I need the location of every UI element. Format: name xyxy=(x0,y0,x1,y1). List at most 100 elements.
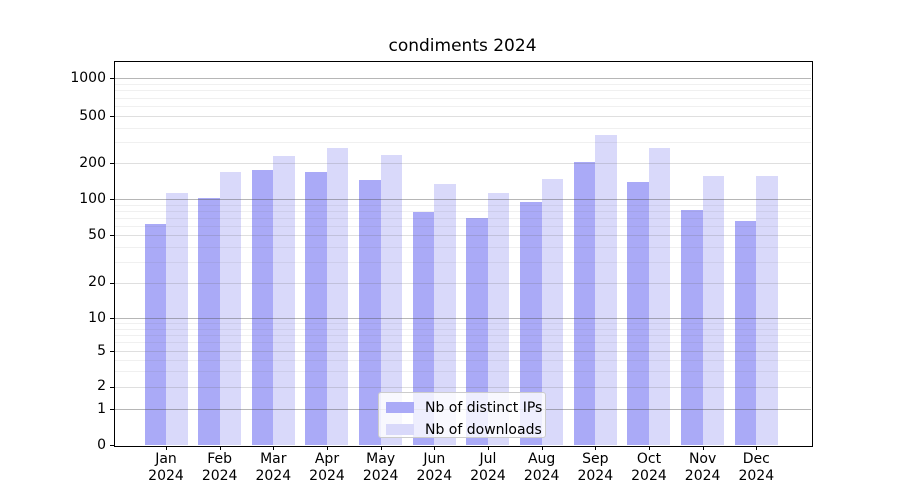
bar-mar-distinct-ips xyxy=(251,170,274,445)
bar-oct-downloads xyxy=(648,147,671,445)
y-tick-mark xyxy=(110,386,114,388)
bar-jul-downloads xyxy=(487,192,510,445)
bar-nov-distinct-ips xyxy=(681,209,703,445)
y-tick-label: 50 xyxy=(88,226,106,243)
x-tick-mark xyxy=(166,446,167,450)
x-tick-mark xyxy=(702,446,704,450)
x-tick-year: 2024 xyxy=(255,468,292,484)
x-tick-year: 2024 xyxy=(470,468,506,484)
labeled-gridline xyxy=(114,386,811,388)
x-tick-label-nov: Nov 2024 xyxy=(675,451,731,485)
x-tick-label-jan: Jan 2024 xyxy=(138,451,194,485)
bar-sep-downloads xyxy=(595,135,617,445)
legend-row-downloads: Nb of downloads xyxy=(386,421,542,438)
x-tick-year: 2024 xyxy=(362,468,399,484)
x-tick-year: 2024 xyxy=(309,468,345,484)
labeled-gridline xyxy=(114,163,811,165)
x-tick-year: 2024 xyxy=(631,468,667,484)
minor-gridline xyxy=(114,217,811,219)
distinct-ips-swatch-icon xyxy=(386,402,414,413)
y-tick-label: 500 xyxy=(79,107,106,124)
x-tick-month: Nov xyxy=(688,451,717,467)
y-tick-label: 0 xyxy=(97,436,106,453)
minor-gridline xyxy=(114,84,811,86)
x-tick-label-mar: Mar 2024 xyxy=(245,451,301,485)
x-tick-label-feb: Feb 2024 xyxy=(192,451,248,485)
y-tick-mark xyxy=(110,163,114,165)
y-tick-label: 20 xyxy=(88,274,106,291)
minor-gridline xyxy=(114,261,811,263)
x-tick-year: 2024 xyxy=(577,468,614,484)
bar-jun-downloads xyxy=(434,183,456,445)
bar-aug-downloads xyxy=(541,178,564,445)
x-tick-year: 2024 xyxy=(148,468,184,484)
x-tick-month: Oct xyxy=(636,451,662,467)
y-tick-mark xyxy=(110,409,114,411)
x-tick-mark xyxy=(648,446,650,450)
x-tick-year: 2024 xyxy=(738,468,775,484)
x-tick-month: Feb xyxy=(207,451,233,467)
x-tick-month: Jan xyxy=(155,451,177,467)
x-tick-label-aug: Aug 2024 xyxy=(514,451,570,485)
major-gridline xyxy=(114,78,811,80)
x-tick-year: 2024 xyxy=(523,468,560,484)
bar-may-distinct-ips xyxy=(359,180,381,445)
minor-gridline xyxy=(114,323,811,325)
x-tick-mark xyxy=(756,446,758,450)
x-tick-label-dec: Dec 2024 xyxy=(728,451,784,485)
x-tick-mark xyxy=(487,446,489,450)
x-tick-mark xyxy=(273,446,275,450)
x-tick-month: Jun xyxy=(423,451,446,467)
y-tick-mark xyxy=(110,116,114,117)
x-tick-month: Apr xyxy=(314,451,340,467)
x-tick-month: Sep xyxy=(582,451,609,467)
major-gridline xyxy=(114,199,811,201)
minor-gridline xyxy=(114,204,811,206)
x-tick-label-jul: Jul 2024 xyxy=(460,451,516,485)
bar-dec-downloads xyxy=(756,175,778,445)
minor-gridline xyxy=(114,342,811,344)
x-tick-month: Jul xyxy=(479,451,497,467)
x-tick-month: May xyxy=(366,451,396,467)
x-tick-month: Mar xyxy=(260,451,287,467)
bar-nov-downloads xyxy=(702,175,725,445)
y-tick-mark xyxy=(110,318,114,320)
bar-apr-distinct-ips xyxy=(305,172,327,445)
y-tick-label: 1000 xyxy=(70,69,106,86)
x-tick-mark xyxy=(219,446,221,450)
x-tick-label-sep: Sep 2024 xyxy=(567,451,623,485)
bar-may-downloads xyxy=(380,154,403,445)
bar-jan-distinct-ips xyxy=(144,223,166,445)
y-tick-label: 5 xyxy=(97,342,106,359)
bar-feb-distinct-ips xyxy=(198,197,220,445)
y-tick-mark xyxy=(110,351,114,352)
y-tick-label: 1 xyxy=(97,400,106,417)
labeled-gridline xyxy=(114,351,811,352)
bar-jul-distinct-ips xyxy=(466,217,488,445)
minor-gridline xyxy=(114,127,811,129)
minor-gridline xyxy=(114,210,811,212)
bar-aug-distinct-ips xyxy=(520,201,542,445)
bar-sep-distinct-ips xyxy=(573,162,596,445)
x-tick-label-jun: Jun 2024 xyxy=(406,451,462,485)
x-tick-mark xyxy=(595,446,597,450)
y-tick-mark xyxy=(110,235,114,236)
y-tick-mark xyxy=(110,282,114,284)
x-tick-month: Dec xyxy=(742,451,770,467)
x-tick-year: 2024 xyxy=(201,468,238,484)
minor-gridline xyxy=(114,106,811,108)
x-tick-label-oct: Oct 2024 xyxy=(621,451,677,485)
minor-gridline xyxy=(114,359,811,361)
legend-row-distinct-ips: Nb of distinct IPs xyxy=(386,399,542,416)
chart-title: condiments 2024 xyxy=(388,36,537,56)
x-tick-year: 2024 xyxy=(684,468,721,484)
minor-gridline xyxy=(114,328,811,330)
y-tick-mark xyxy=(110,445,114,446)
minor-gridline xyxy=(114,142,811,144)
downloads-swatch-icon xyxy=(386,424,414,435)
labeled-gridline xyxy=(114,282,811,284)
y-tick-mark xyxy=(110,78,114,80)
bar-jun-distinct-ips xyxy=(412,212,435,445)
y-tick-label: 100 xyxy=(79,190,106,207)
